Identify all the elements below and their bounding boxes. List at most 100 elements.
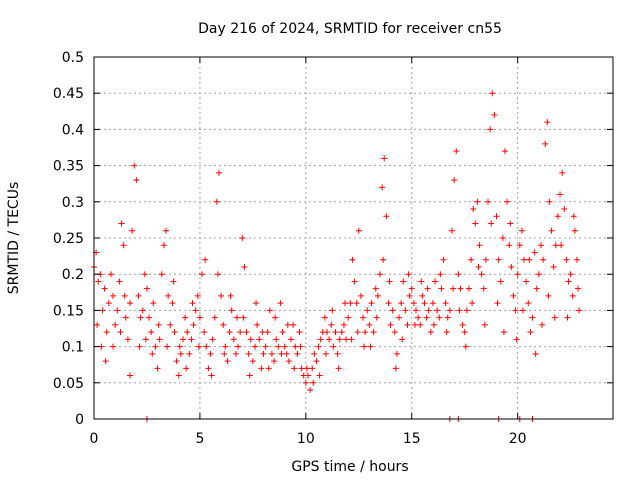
data-point: [523, 278, 530, 285]
data-point: [190, 321, 197, 328]
data-point: [129, 227, 136, 234]
data-point: [208, 372, 215, 379]
data-point: [317, 336, 324, 343]
data-point: [512, 307, 519, 314]
data-point: [408, 285, 415, 292]
data-point: [404, 321, 411, 328]
data-point: [194, 292, 201, 299]
data-point: [332, 329, 339, 336]
x-tick-label: 15: [403, 431, 421, 447]
data-point: [241, 263, 248, 270]
data-point: [540, 256, 547, 263]
data-point: [158, 271, 165, 278]
data-point: [569, 292, 576, 299]
data-point: [316, 372, 323, 379]
data-point: [330, 343, 337, 350]
data-point: [110, 343, 117, 350]
data-point: [565, 278, 572, 285]
data-point: [387, 321, 394, 328]
data-point: [432, 278, 439, 285]
data-point: [392, 365, 399, 372]
data-point: [406, 292, 413, 299]
data-point: [311, 350, 318, 357]
data-point: [364, 307, 371, 314]
chart-title: Day 216 of 2024, SRMTID for receiver cn5…: [198, 21, 502, 37]
data-point: [405, 271, 412, 278]
data-point: [424, 285, 431, 292]
data-point: [417, 321, 424, 328]
y-tick-label: 0.45: [53, 86, 84, 102]
data-point: [266, 307, 273, 314]
data-point: [163, 227, 170, 234]
data-point: [513, 336, 520, 343]
data-point: [347, 300, 354, 307]
data-point: [570, 213, 577, 220]
data-point: [150, 300, 157, 307]
data-point: [253, 300, 260, 307]
data-point: [310, 379, 317, 386]
data-point: [259, 329, 266, 336]
data-point: [367, 343, 374, 350]
data-point: [411, 321, 418, 328]
data-point: [539, 321, 546, 328]
data-point: [488, 220, 495, 227]
data-point: [222, 343, 229, 350]
data-point: [443, 329, 450, 336]
data-point: [456, 307, 463, 314]
data-point: [425, 307, 432, 314]
y-tick-label: 0: [75, 412, 84, 428]
data-point: [544, 119, 551, 126]
data-point: [336, 336, 343, 343]
data-point: [155, 321, 162, 328]
data-point: [302, 379, 309, 386]
data-point: [213, 198, 220, 205]
data-point: [508, 263, 515, 270]
data-point: [233, 314, 240, 321]
data-point: [324, 329, 331, 336]
data-point: [442, 300, 449, 307]
data-point: [353, 300, 360, 307]
data-point: [271, 358, 278, 365]
data-point: [342, 300, 349, 307]
data-point: [249, 358, 256, 365]
data-point: [415, 314, 422, 321]
data-point: [103, 329, 110, 336]
data-point: [294, 350, 301, 357]
data-point: [535, 271, 542, 278]
data-point: [546, 198, 553, 205]
data-point: [468, 256, 475, 263]
data-point: [481, 321, 488, 328]
data-point: [480, 285, 487, 292]
data-point: [400, 278, 407, 285]
data-point: [548, 227, 555, 234]
data-point: [127, 372, 134, 379]
data-point: [165, 292, 172, 299]
data-point: [399, 336, 406, 343]
data-point: [504, 198, 511, 205]
data-point: [195, 343, 202, 350]
data-point: [349, 256, 356, 263]
data-point: [506, 242, 513, 249]
y-tick-label: 0.3: [62, 195, 84, 211]
data-point: [135, 292, 142, 299]
data-point: [285, 358, 292, 365]
data-point: [402, 307, 409, 314]
data-point: [470, 206, 477, 213]
data-point: [491, 111, 498, 118]
y-tick-labels: 0 0.05 0.1 0.15 0.2 0.25 0.3 0.35 0.4 0.45 0.5: [53, 50, 84, 428]
data-point: [495, 256, 502, 263]
data-point: [279, 329, 286, 336]
data-point: [474, 198, 481, 205]
data-point: [291, 365, 298, 372]
data-point: [179, 336, 186, 343]
data-point: [334, 350, 341, 357]
data-point: [487, 126, 494, 133]
data-point: [272, 314, 279, 321]
data-point: [117, 329, 124, 336]
data-point: [170, 278, 177, 285]
data-point: [437, 271, 444, 278]
data-point: [386, 278, 393, 285]
data-point: [177, 350, 184, 357]
data-point: [292, 343, 299, 350]
data-point: [283, 350, 290, 357]
